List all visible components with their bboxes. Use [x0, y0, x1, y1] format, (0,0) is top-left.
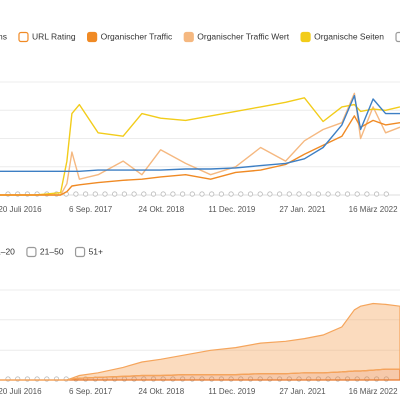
x-tick-label: 27 Jan. 2021	[279, 387, 326, 396]
x-tick-label: 27 Jan. 2021	[279, 205, 326, 214]
legend-checkbox[interactable]	[18, 31, 29, 43]
series-line	[0, 97, 400, 196]
x-tick-label: 20 Juli 2016	[0, 387, 42, 396]
legend-checkbox[interactable]	[300, 31, 311, 43]
annotation-marker	[228, 191, 234, 197]
series-line	[0, 94, 400, 172]
x-tick-label: 16 März 2022	[349, 387, 398, 396]
x-tick-label: 11 Dec. 2019	[208, 205, 256, 214]
annotation-marker	[257, 191, 263, 197]
legend-label[interactable]: URL Rating	[32, 31, 76, 41]
x-tick-label: 6 Sep. 2017	[69, 205, 113, 214]
x-tick-label: 16 März 2022	[349, 205, 398, 214]
series-line	[0, 115, 400, 196]
annotation-marker	[209, 191, 215, 197]
legend-checkbox[interactable]	[87, 31, 98, 43]
legend-checkbox[interactable]	[395, 31, 400, 43]
annotation-marker	[141, 191, 147, 197]
annotation-marker	[383, 191, 389, 197]
annotation-marker	[315, 191, 321, 197]
x-tick-label: 20 Juli 2016	[0, 205, 42, 214]
area-segment	[0, 302, 400, 381]
annotation-marker	[170, 191, 176, 197]
annotation-marker	[247, 191, 254, 197]
annotation-marker	[73, 191, 79, 197]
annotation-marker	[373, 191, 380, 197]
x-tick-label: 24 Okt. 2018	[138, 387, 184, 396]
annotation-marker	[325, 191, 331, 197]
legend-label[interactable]: Organische Seiten	[314, 31, 384, 41]
annotation-marker	[102, 191, 108, 197]
annotation-marker	[335, 191, 341, 197]
annotation-marker	[306, 191, 312, 197]
annotation-marker	[180, 191, 186, 197]
x-tick-label: 24 Okt. 2018	[138, 205, 184, 214]
annotation-marker	[83, 191, 89, 197]
annotation-marker	[296, 191, 302, 197]
annotation-marker	[218, 191, 224, 197]
annotation-marker	[121, 191, 128, 197]
annotation-marker	[189, 191, 195, 197]
annotation-marker	[276, 191, 283, 197]
legend-label[interactable]: Organischer Traffic Wert	[197, 31, 289, 41]
x-tick-label: 11 Dec. 2019	[208, 387, 256, 396]
legend-label[interactable]: ns	[0, 31, 7, 41]
legend-label[interactable]: 1–20	[0, 246, 15, 256]
annotation-marker	[131, 191, 137, 197]
legend-checkbox[interactable]	[26, 246, 37, 258]
legend-label[interactable]: 51+	[89, 246, 103, 256]
annotation-marker	[344, 191, 351, 197]
legend-checkbox[interactable]	[74, 246, 86, 258]
x-tick-label: 6 Sep. 2017	[69, 387, 113, 396]
annotation-marker	[364, 191, 370, 197]
annotation-marker	[354, 191, 360, 197]
annotation-marker	[112, 191, 118, 197]
annotation-marker	[92, 191, 98, 197]
legend-checkbox[interactable]	[183, 31, 194, 43]
annotation-marker	[286, 191, 292, 197]
annotation-marker	[267, 191, 273, 197]
annotation-marker	[150, 191, 157, 197]
annotation-marker	[238, 191, 244, 197]
annotation-marker	[160, 191, 166, 197]
annotation-marker	[199, 191, 205, 197]
legend-label[interactable]: 21–50	[40, 246, 64, 256]
legend-label[interactable]: Organischer Traffic	[101, 31, 173, 41]
